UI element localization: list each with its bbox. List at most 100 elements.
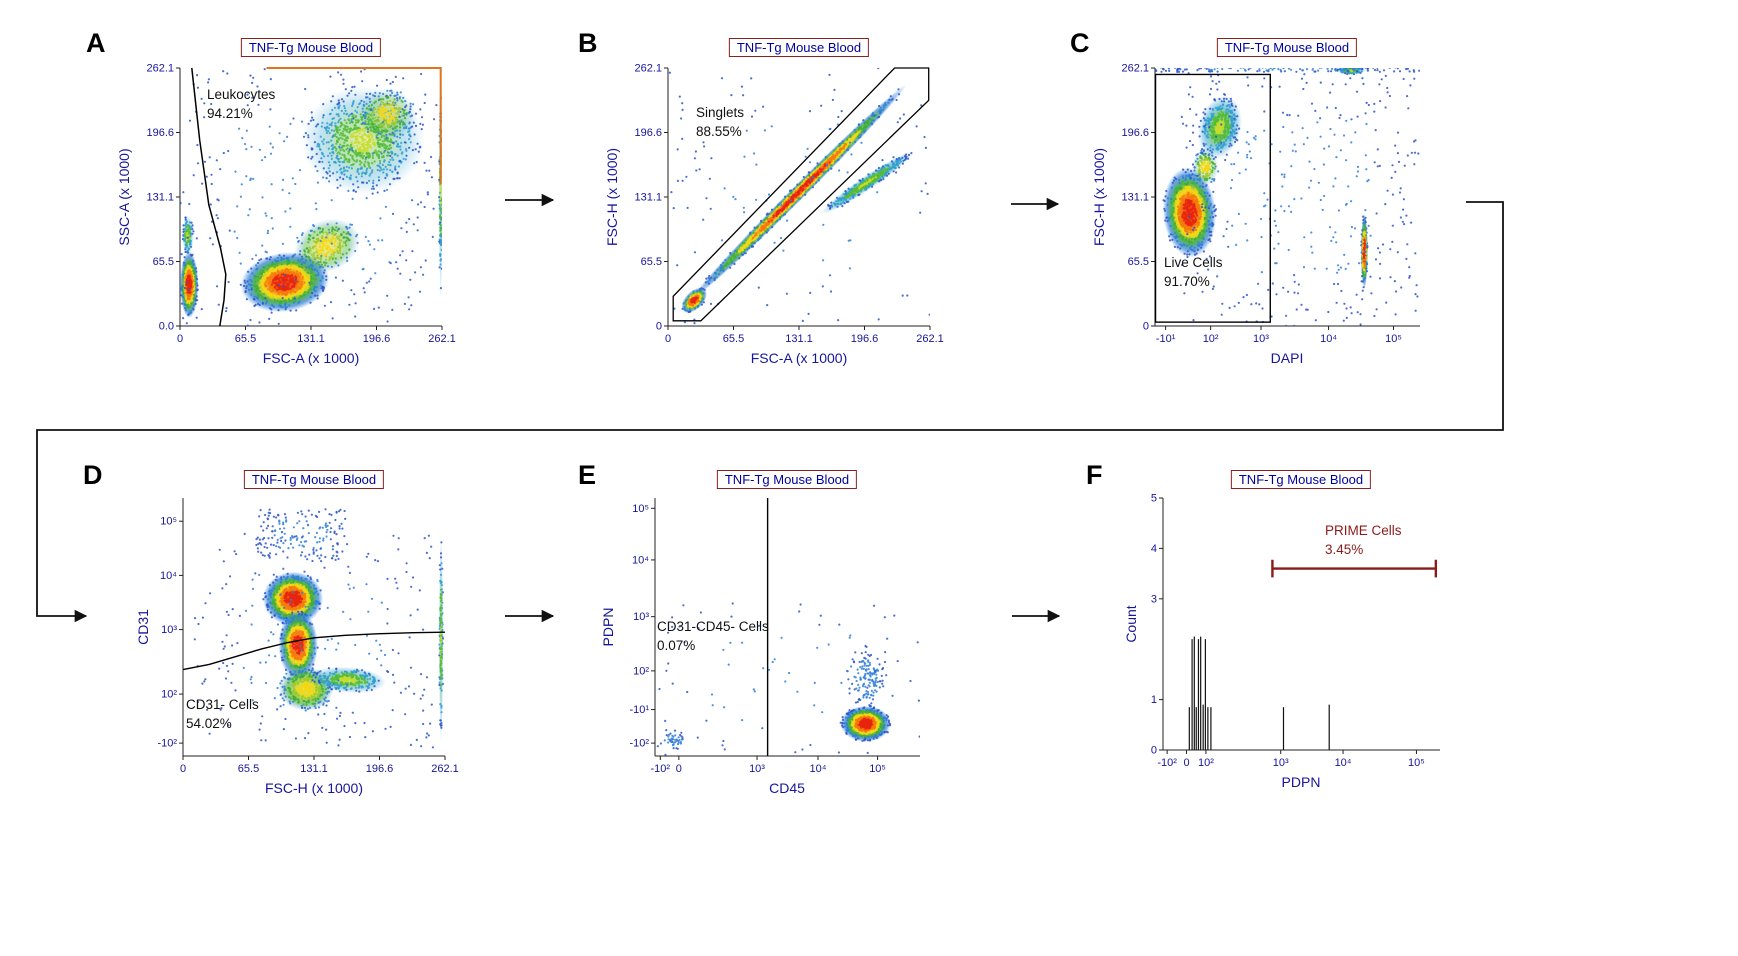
population — [839, 705, 892, 742]
x-tick-label: 0 — [1183, 757, 1189, 769]
y-tick-label: 262.1 — [1121, 63, 1149, 75]
y-tick-label: 65.5 — [1128, 256, 1149, 268]
y-tick-label: 10⁵ — [160, 516, 177, 528]
panel-f-letter: F — [1086, 460, 1103, 490]
gate-percent: 88.55% — [696, 123, 742, 139]
x-tick-label: 196.6 — [366, 763, 394, 775]
x-tick-label: 131.1 — [297, 333, 325, 345]
gate-outline — [182, 631, 446, 671]
population — [668, 68, 930, 325]
population — [1180, 68, 1420, 326]
x-tick-label: 10³ — [749, 763, 765, 775]
panel-c-title: TNF-Tg Mouse Blood — [1216, 38, 1358, 57]
gate-name: PRIME Cells — [1325, 523, 1402, 538]
x-tick-label: 131.1 — [785, 333, 813, 345]
y-tick-label: 131.1 — [634, 192, 662, 204]
population — [1162, 167, 1217, 259]
panel-a-title: TNF-Tg Mouse Blood — [240, 38, 382, 57]
panel-a-x-axis-label: FSC-A (x 1000) — [262, 350, 360, 366]
panel-c-x-axis-label: DAPI — [1270, 350, 1304, 366]
panel-c-gate-label: Live Cells 91.70% — [1164, 254, 1223, 292]
y-tick-label: 0 — [656, 321, 662, 333]
x-tick-label: 196.6 — [851, 333, 879, 345]
y-tick-label: -10¹ — [629, 704, 649, 716]
y-tick-label: 262.1 — [146, 63, 174, 75]
y-tick-label: 3 — [1151, 593, 1157, 605]
gate-name: Singlets — [696, 105, 745, 120]
x-tick-label: 65.5 — [723, 333, 744, 345]
y-tick-label: 4 — [1151, 543, 1157, 555]
density-dots — [180, 68, 442, 326]
x-tick-label: -10² — [1157, 757, 1177, 769]
x-tick-label: 196.6 — [363, 333, 391, 345]
y-tick-label: 196.6 — [634, 127, 662, 139]
panel-a-plot: 0 65.5 131.1 196.6 262.1 0.0 65.5 131.1 196.6 262… — [146, 63, 456, 346]
x-tick-label: 10² — [1198, 757, 1214, 769]
gate-name: CD31-CD45- Cells — [657, 619, 769, 634]
x-tick-label: 262.1 — [428, 333, 456, 345]
gate-percent: 91.70% — [1164, 273, 1210, 289]
y-tick-label: 131.1 — [1121, 192, 1149, 204]
panel-b-x-axis-label: FSC-A (x 1000) — [750, 350, 848, 366]
panel-b-letter: B — [578, 28, 598, 58]
x-tick-label: -10¹ — [1156, 333, 1176, 345]
gate-outline — [191, 67, 227, 327]
y-tick-label: 10⁴ — [160, 570, 177, 582]
panel-f-gate-label: PRIME Cells 3.45% — [1325, 522, 1402, 560]
gate-name: CD31- Cells — [186, 697, 259, 712]
population — [1155, 68, 1420, 73]
density-dots — [1155, 68, 1420, 326]
population — [262, 571, 324, 626]
panel-b-gate-label: Singlets 88.55% — [696, 104, 744, 142]
panel-b-plot: 0 65.5 131.1 196.6 262.1 0 65.5 131.1 196.6 262.1 — [634, 63, 944, 346]
x-tick-label: 65.5 — [238, 763, 259, 775]
population — [659, 729, 684, 750]
flow-arrow-c-to-d — [36, 201, 1504, 623]
panel-d-gate-label: CD31- Cells 54.02% — [186, 696, 259, 734]
y-tick-label: 10³ — [161, 624, 177, 636]
gate-outline — [672, 67, 930, 322]
y-tick-label: 10² — [633, 665, 649, 677]
x-tick-label: 10⁵ — [1385, 333, 1402, 345]
population — [180, 68, 442, 326]
x-tick-label: 0 — [665, 333, 671, 345]
panel-d-letter: D — [83, 460, 103, 490]
y-tick-label: 0.0 — [159, 321, 174, 333]
population — [691, 84, 907, 300]
population — [181, 215, 195, 257]
panel-d-x-axis-label: FSC-H (x 1000) — [264, 780, 364, 796]
x-tick-label: -10² — [651, 763, 671, 775]
x-tick-label: 262.1 — [916, 333, 944, 345]
population — [255, 508, 347, 561]
gate-percent: 94.21% — [207, 105, 253, 121]
panel-c-plot: -10¹ 10² 10³ 10⁴ 10⁵ 0 65.5 131.1 196.6 262.1 — [1121, 63, 1420, 345]
y-tick-label: -10² — [629, 738, 649, 750]
gate-percent: 3.45% — [1325, 541, 1364, 557]
panel-a-gate-label: Leukocytes 94.21% — [207, 86, 275, 124]
y-tick-label: 1 — [1151, 694, 1157, 706]
y-tick-label: 196.6 — [146, 127, 174, 139]
panel-a-letter: A — [86, 28, 106, 58]
y-tick-label: 131.1 — [146, 192, 174, 204]
panel-e-x-axis-label: CD45 — [769, 780, 805, 796]
x-tick-label: 10² — [1203, 333, 1219, 345]
x-tick-label: 65.5 — [235, 333, 256, 345]
x-tick-label: 131.1 — [300, 763, 328, 775]
y-tick-label: 65.5 — [153, 256, 174, 268]
y-tick-label: 10⁵ — [632, 503, 649, 515]
panel-b-title: TNF-Tg Mouse Blood — [728, 38, 870, 57]
gate-name: Live Cells — [1164, 255, 1223, 270]
panel-c-letter: C — [1070, 28, 1090, 58]
x-tick-label: 0 — [676, 763, 682, 775]
x-tick-label: 0 — [180, 763, 186, 775]
x-tick-label: 10³ — [1273, 757, 1289, 769]
density-dots — [656, 602, 920, 756]
population — [239, 252, 330, 313]
panel-e-title: TNF-Tg Mouse Blood — [716, 470, 858, 489]
y-tick-label: 196.6 — [1121, 127, 1149, 139]
y-tick-label: 0 — [1143, 321, 1149, 333]
population — [821, 151, 913, 215]
x-tick-label: 0 — [177, 333, 183, 345]
